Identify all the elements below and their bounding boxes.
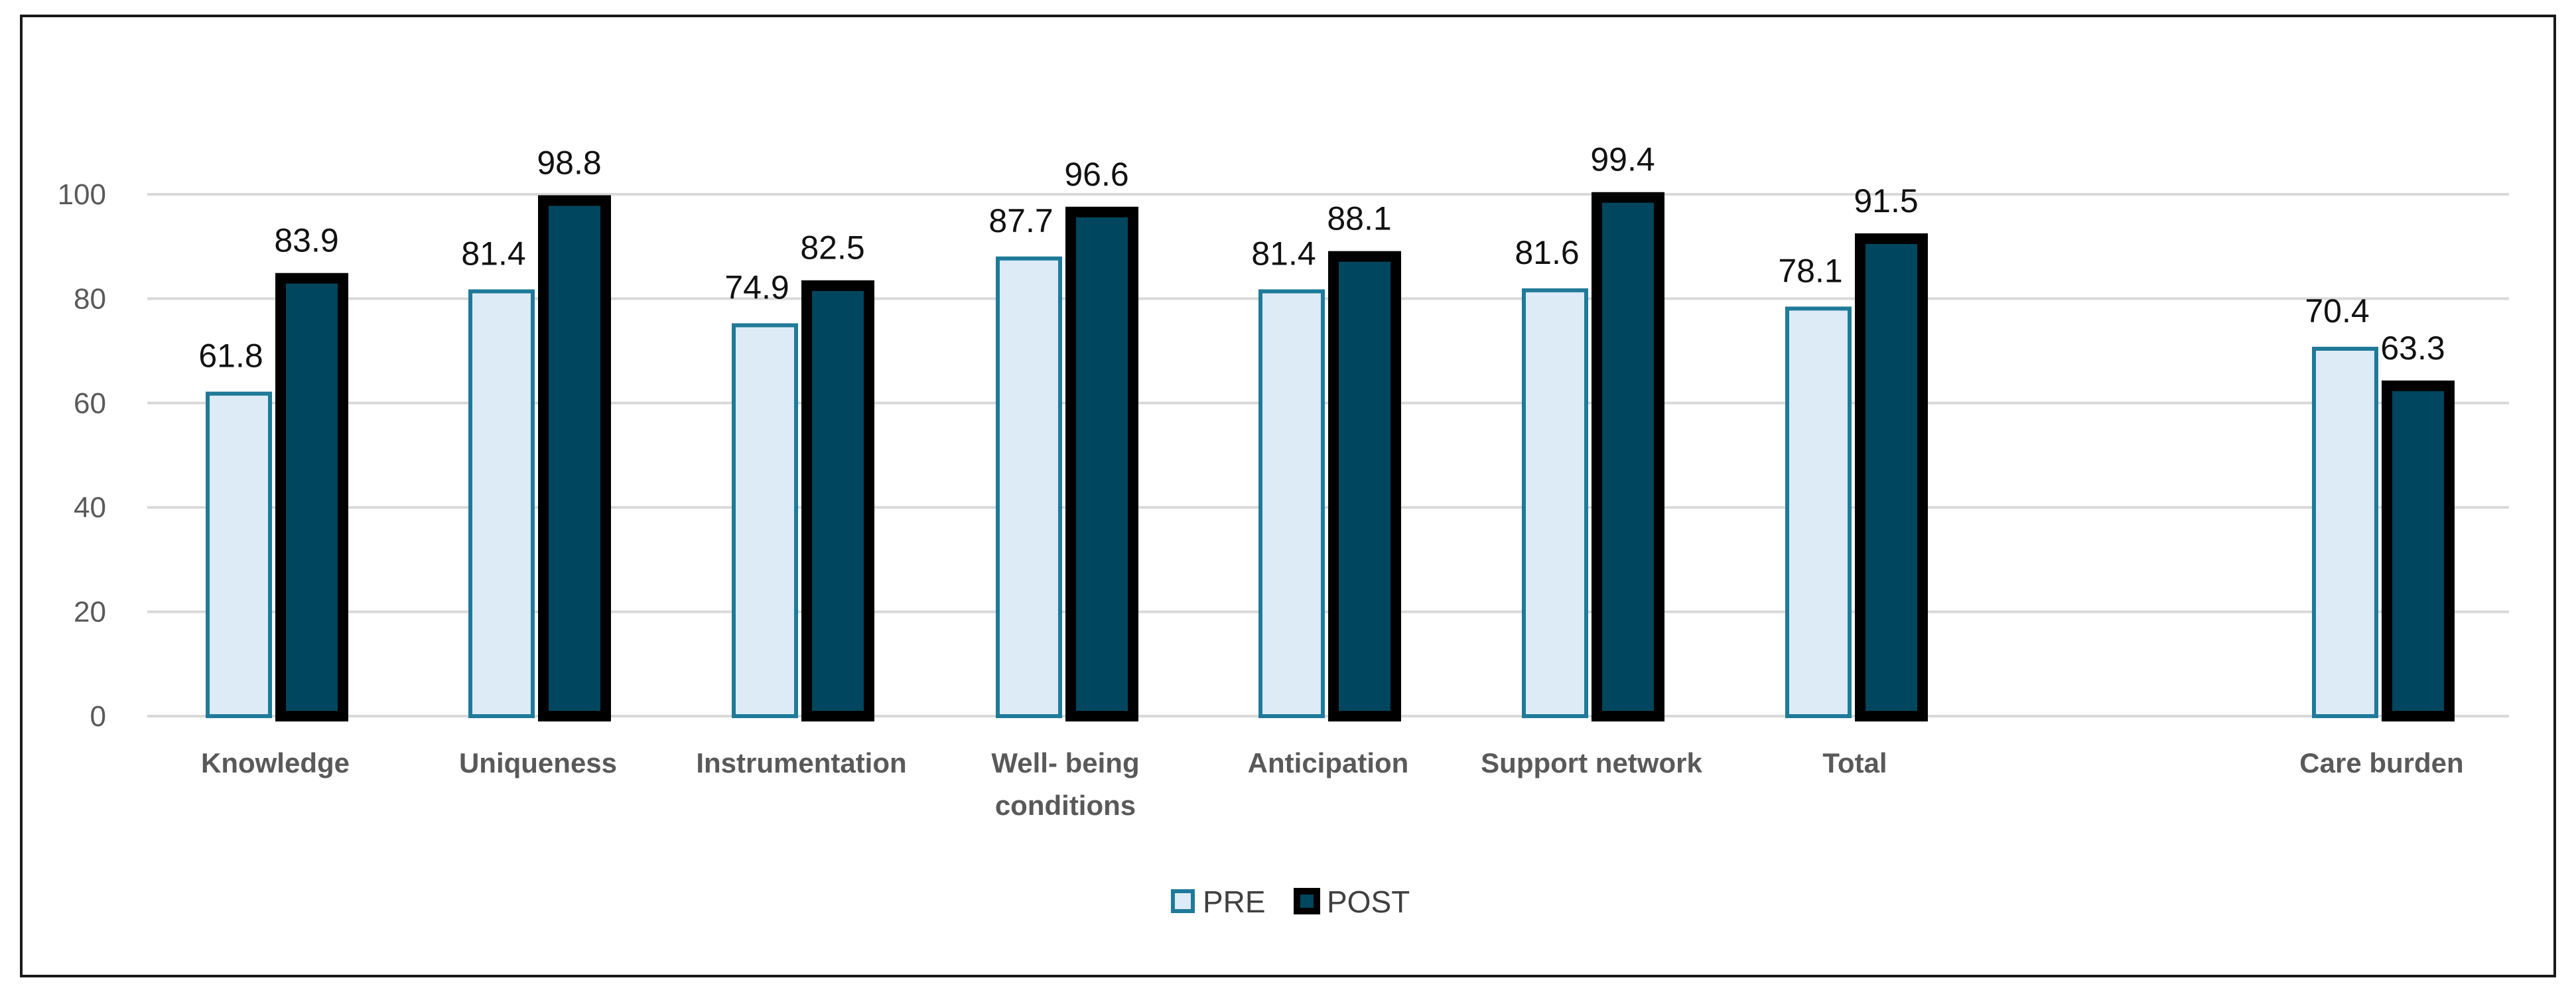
bar-post: [2382, 380, 2455, 721]
legend: PRE POST: [1171, 885, 1410, 919]
bars: [206, 192, 2455, 722]
y-tick-label: 40: [74, 491, 106, 524]
x-category-label: Knowledge: [201, 747, 350, 778]
x-category-label: Total: [1822, 747, 1887, 778]
data-label-pre: 87.7: [988, 202, 1053, 239]
bar-post: [801, 280, 874, 722]
bar-post: [1855, 233, 1928, 721]
x-category-label: Uniqueness: [459, 747, 617, 778]
legend-swatch-pre: [1171, 889, 1195, 913]
bar-post: [1592, 192, 1664, 721]
data-label-post: 91.5: [1854, 182, 1918, 219]
data-label-pre: 70.4: [2305, 292, 2369, 330]
bar-pre: [1522, 288, 1588, 719]
x-category-label: Well- being conditions: [991, 747, 1139, 821]
bar-post: [1328, 251, 1401, 721]
x-category-label: Support network: [1481, 747, 1702, 778]
y-tick-label: 60: [74, 387, 106, 420]
bar-pre: [468, 289, 535, 718]
bar-pre: [732, 323, 798, 718]
data-label-pre: 81.6: [1515, 234, 1579, 271]
bar-pre: [206, 391, 272, 718]
data-label-pre: 74.9: [724, 269, 789, 306]
data-label-pre: 81.4: [1251, 235, 1316, 272]
data-label-post: 63.3: [2380, 330, 2445, 367]
data-label-post: 99.4: [1590, 141, 1655, 178]
bar-post: [275, 273, 348, 722]
x-category-label: Care burden: [2299, 747, 2463, 778]
y-tick-label: 20: [74, 596, 106, 629]
y-tick-label: 0: [90, 700, 106, 733]
data-label-pre: 81.4: [461, 235, 525, 272]
legend-label-post: POST: [1327, 885, 1410, 919]
x-category-label: Anticipation: [1248, 747, 1409, 778]
data-label-post: 98.8: [537, 144, 601, 181]
bar-post: [538, 195, 611, 722]
x-axis-category-labels: Knowledge Uniqueness Instrumentation Well- …: [201, 747, 2464, 821]
data-label-post: 96.6: [1064, 156, 1128, 193]
bar-pre: [2312, 346, 2378, 718]
bar-pre: [1785, 306, 1852, 718]
data-label-post: 82.5: [800, 229, 864, 267]
bar-pre: [996, 256, 1062, 718]
data-label-post: 83.9: [274, 222, 338, 259]
y-tick-label: 80: [74, 282, 106, 315]
data-label-pre: 78.1: [1778, 252, 1842, 289]
x-category-label: Instrumentation: [696, 747, 906, 778]
legend-swatch-post: [1294, 888, 1320, 914]
y-tick-label: 100: [58, 178, 106, 211]
data-labels: 61.8 83.9 81.4 98.8 74.9 82.5 87.7 96.6 81.4 88.1…: [198, 141, 2445, 375]
bar-pre: [1258, 289, 1325, 718]
bar-post: [1065, 206, 1138, 721]
legend-label-pre: PRE: [1203, 885, 1266, 919]
data-label-pre: 61.8: [198, 338, 263, 375]
y-axis-ticks: 0 20 40 60 80 100: [58, 178, 106, 733]
data-label-post: 88.1: [1327, 200, 1391, 237]
